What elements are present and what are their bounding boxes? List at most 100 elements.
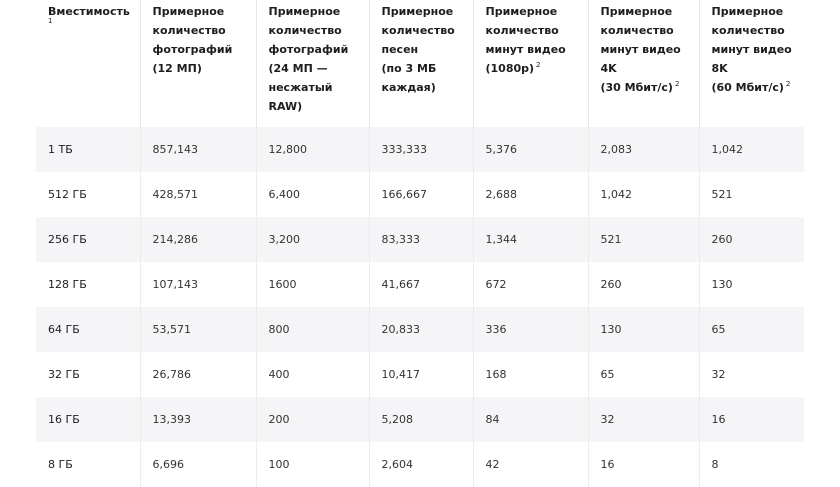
table-cell: 130 bbox=[699, 262, 804, 307]
header-line: минут видео bbox=[485, 43, 566, 56]
table-cell: 1,042 bbox=[699, 127, 804, 172]
table-cell: 800 bbox=[256, 307, 370, 352]
header-line: количество bbox=[152, 24, 226, 37]
table-cell: 13,393 bbox=[140, 397, 257, 442]
table-cell: 100 bbox=[256, 442, 370, 487]
header-line: Примерное bbox=[268, 5, 341, 18]
header-line: каждая) bbox=[381, 81, 436, 94]
table-cell: 53,571 bbox=[140, 307, 257, 352]
storage-capacity-table-container: Вместимость 1 Примерное количество фотографи… bbox=[36, 0, 804, 487]
table-cell: 1,042 bbox=[588, 172, 700, 217]
table-cell: 200 bbox=[256, 397, 370, 442]
table-cell: 12,800 bbox=[256, 127, 370, 172]
table-cell: 672 bbox=[473, 262, 589, 307]
capacity-cell: 128 ГБ bbox=[36, 262, 141, 307]
table-row: 512 ГБ 428,571 6,400 166,667 2,688 1,042 521 bbox=[36, 172, 804, 217]
table-row: 128 ГБ 107,143 1600 41,667 672 260 130 bbox=[36, 262, 804, 307]
table-cell: 3,200 bbox=[256, 217, 370, 262]
header-photos-24mp-raw: Примерное количество фотографий (24 МП — нес… bbox=[256, 0, 370, 127]
table-body: 1 ТБ 857,143 12,800 333,333 5,376 2,083 1,042 5… bbox=[36, 127, 804, 487]
table-cell: 5,376 bbox=[473, 127, 589, 172]
header-row: Вместимость 1 Примерное количество фотографи… bbox=[36, 0, 804, 127]
header-line: количество bbox=[485, 24, 559, 37]
footnote-marker: 2 bbox=[674, 80, 680, 89]
header-capacity: Вместимость 1 bbox=[36, 0, 141, 127]
header-line: количество bbox=[381, 24, 455, 37]
header-line: Примерное bbox=[485, 5, 558, 18]
header-line: Примерное bbox=[381, 5, 454, 18]
table-cell: 83,333 bbox=[369, 217, 474, 262]
table-cell: 16 bbox=[588, 442, 700, 487]
table-cell: 26,786 bbox=[140, 352, 257, 397]
table-row: 8 ГБ 6,696 100 2,604 42 16 8 bbox=[36, 442, 804, 487]
table-cell: 42 bbox=[473, 442, 589, 487]
table-cell: 166,667 bbox=[369, 172, 474, 217]
table-cell: 400 bbox=[256, 352, 370, 397]
table-cell: 84 bbox=[473, 397, 589, 442]
header-line: (60 Мбит/с) 2 bbox=[712, 78, 799, 97]
table-cell: 521 bbox=[699, 172, 804, 217]
header-line: количество bbox=[711, 24, 785, 37]
header-line-text: (60 Мбит/с) bbox=[711, 81, 784, 94]
header-video-8k: Примерное количество минут видео 8K (60 Мбит… bbox=[699, 0, 804, 127]
table-row: 32 ГБ 26,786 400 10,417 168 65 32 bbox=[36, 352, 804, 397]
table-cell: 336 bbox=[473, 307, 589, 352]
header-video-1080p: Примерное количество минут видео (1080p) 2 bbox=[473, 0, 589, 127]
header-line: количество bbox=[600, 24, 674, 37]
header-line: (24 МП — bbox=[268, 62, 328, 75]
capacity-cell: 8 ГБ bbox=[36, 442, 141, 487]
table-cell: 20,833 bbox=[369, 307, 474, 352]
header-line: 8K bbox=[711, 62, 728, 75]
table-row: 256 ГБ 214,286 3,200 83,333 1,344 521 260 bbox=[36, 217, 804, 262]
header-line: фотографий bbox=[268, 43, 349, 56]
table-row: 16 ГБ 13,393 200 5,208 84 32 16 bbox=[36, 397, 804, 442]
header-line: RAW) bbox=[268, 100, 303, 113]
capacity-cell: 1 ТБ bbox=[36, 127, 141, 172]
table-cell: 41,667 bbox=[369, 262, 474, 307]
table-cell: 168 bbox=[473, 352, 589, 397]
header-line: Примерное bbox=[600, 5, 673, 18]
capacity-cell: 256 ГБ bbox=[36, 217, 141, 262]
table-cell: 1,344 bbox=[473, 217, 589, 262]
table-cell: 857,143 bbox=[140, 127, 257, 172]
header-line: Примерное bbox=[711, 5, 784, 18]
table-cell: 65 bbox=[588, 352, 700, 397]
table-cell: 10,417 bbox=[369, 352, 474, 397]
table-row: 1 ТБ 857,143 12,800 333,333 5,376 2,083 1,042 bbox=[36, 127, 804, 172]
header-line: Примерное bbox=[152, 5, 225, 18]
table-cell: 214,286 bbox=[140, 217, 257, 262]
header-line: (30 Мбит/с) 2 bbox=[601, 78, 693, 97]
table-cell: 2,604 bbox=[369, 442, 474, 487]
table-cell: 32 bbox=[588, 397, 700, 442]
header-line: песен bbox=[381, 43, 419, 56]
table-cell: 521 bbox=[588, 217, 700, 262]
storage-capacity-table: Вместимость 1 Примерное количество фотографи… bbox=[36, 0, 804, 487]
header-line: минут видео bbox=[711, 43, 792, 56]
header-line: (1080p) 2 bbox=[486, 59, 582, 78]
header-songs: Примерное количество песен (по 3 МБ каждая) bbox=[369, 0, 474, 127]
table-cell: 260 bbox=[588, 262, 700, 307]
header-line: (12 МП) bbox=[152, 62, 202, 75]
header-line: Вместимость bbox=[48, 5, 130, 18]
footnote-marker: 2 bbox=[536, 61, 541, 70]
table-row: 64 ГБ 53,571 800 20,833 336 130 65 bbox=[36, 307, 804, 352]
table-cell: 1600 bbox=[256, 262, 370, 307]
footnote-marker: 1 bbox=[48, 17, 53, 25]
header-line-text: (30 Мбит/с) bbox=[600, 81, 673, 94]
table-cell: 130 bbox=[588, 307, 700, 352]
table-cell: 333,333 bbox=[369, 127, 474, 172]
table-cell: 5,208 bbox=[369, 397, 474, 442]
header-line: несжатый bbox=[268, 81, 333, 94]
table-cell: 6,696 bbox=[140, 442, 257, 487]
capacity-cell: 32 ГБ bbox=[36, 352, 141, 397]
capacity-cell: 512 ГБ bbox=[36, 172, 141, 217]
table-cell: 2,083 bbox=[588, 127, 700, 172]
table-cell: 16 bbox=[699, 397, 804, 442]
header-line: количество bbox=[268, 24, 342, 37]
header-line-text: (1080p) bbox=[485, 62, 535, 75]
table-cell: 65 bbox=[699, 307, 804, 352]
table-cell: 2,688 bbox=[473, 172, 589, 217]
header-line: 4K bbox=[600, 62, 617, 75]
capacity-cell: 64 ГБ bbox=[36, 307, 141, 352]
table-header: Вместимость 1 Примерное количество фотографи… bbox=[36, 0, 804, 127]
